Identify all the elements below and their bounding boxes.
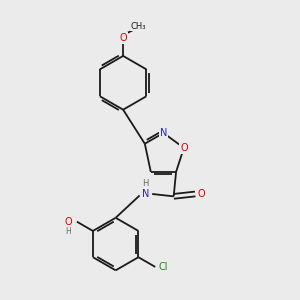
Text: O: O xyxy=(198,189,206,199)
Text: O: O xyxy=(119,33,127,43)
Text: Cl: Cl xyxy=(159,262,168,272)
Text: H: H xyxy=(142,179,149,188)
Text: CH₃: CH₃ xyxy=(131,22,146,31)
Text: O: O xyxy=(180,143,188,153)
Text: N: N xyxy=(142,189,149,199)
Text: O: O xyxy=(65,217,72,227)
Text: N: N xyxy=(160,128,167,138)
Text: H: H xyxy=(66,227,71,236)
